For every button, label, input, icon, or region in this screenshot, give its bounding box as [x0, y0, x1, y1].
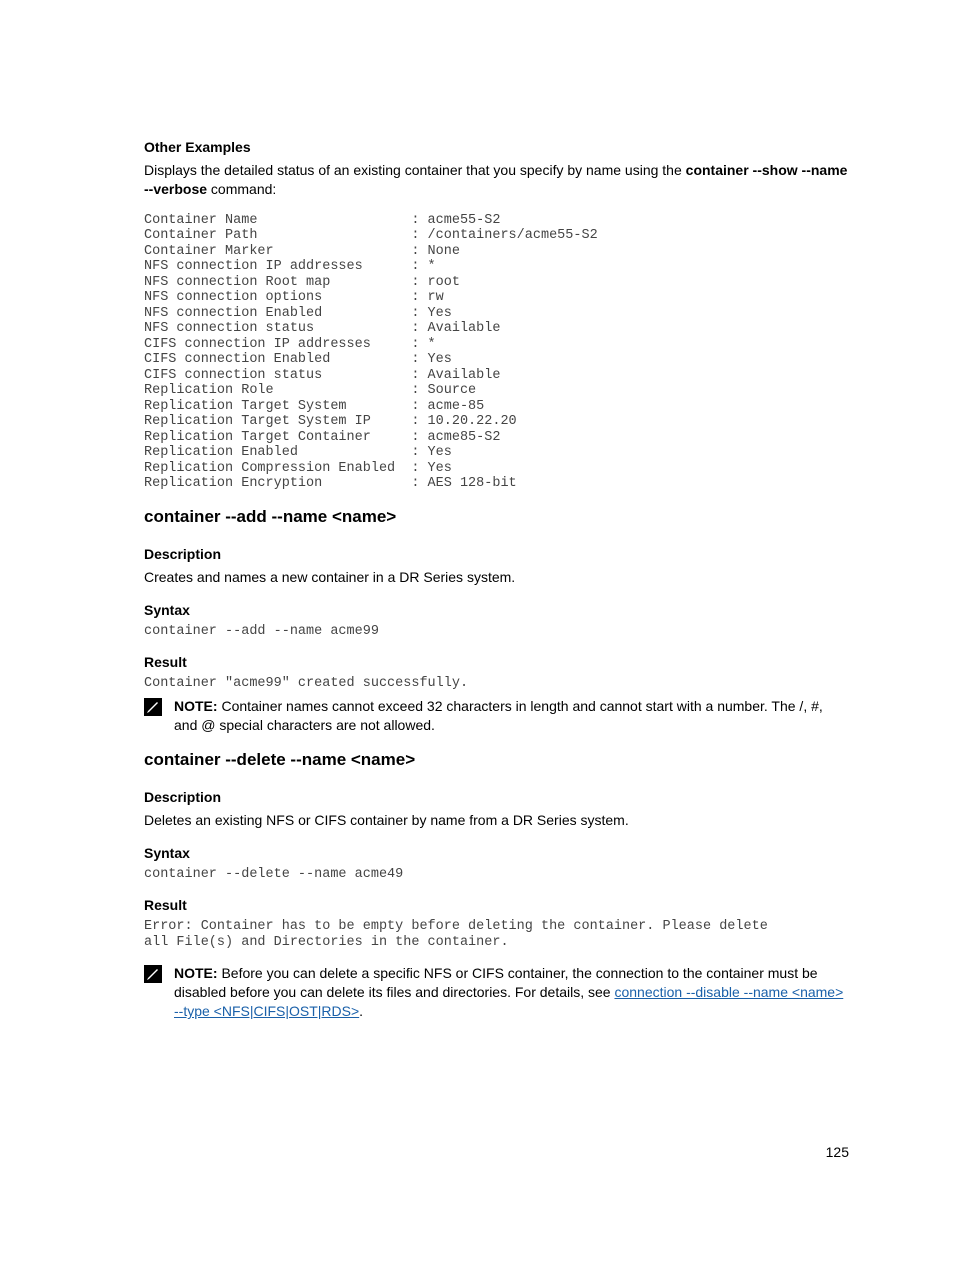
- page: Other Examples Displays the detailed sta…: [0, 0, 954, 1268]
- page-number: 125: [826, 1143, 849, 1162]
- container-add-description-heading: Description: [144, 545, 849, 564]
- container-add-note-body: Container names cannot exceed 32 charact…: [174, 698, 823, 733]
- container-add-heading: container --add --name <name>: [144, 506, 849, 529]
- container-add-description-body: Creates and names a new container in a D…: [144, 568, 849, 587]
- container-delete-result-code: Error: Container has to be empty before …: [144, 919, 849, 950]
- container-add-result-code: Container "acme99" created successfully.: [144, 676, 849, 692]
- container-delete-note-post: .: [359, 1003, 363, 1019]
- container-delete-description-heading: Description: [144, 788, 849, 807]
- container-delete-note: NOTE: Before you can delete a specific N…: [144, 964, 849, 1021]
- other-examples-intro-post: command:: [207, 181, 276, 197]
- note-icon: [144, 698, 162, 716]
- container-delete-note-label: NOTE:: [174, 965, 221, 981]
- container-add-note-text: NOTE: Container names cannot exceed 32 c…: [174, 697, 849, 735]
- other-examples-intro: Displays the detailed status of an exist…: [144, 161, 849, 199]
- container-delete-note-text: NOTE: Before you can delete a specific N…: [174, 964, 849, 1021]
- container-add-note-label: NOTE:: [174, 698, 221, 714]
- note-icon: [144, 965, 162, 983]
- container-add-syntax-heading: Syntax: [144, 601, 849, 620]
- container-delete-heading: container --delete --name <name>: [144, 749, 849, 772]
- container-delete-syntax-heading: Syntax: [144, 844, 849, 863]
- container-delete-syntax-code: container --delete --name acme49: [144, 867, 849, 883]
- container-add-syntax-code: container --add --name acme99: [144, 624, 849, 640]
- container-add-note: NOTE: Container names cannot exceed 32 c…: [144, 697, 849, 735]
- other-examples-intro-pre: Displays the detailed status of an exist…: [144, 162, 686, 178]
- other-examples-heading: Other Examples: [144, 138, 849, 157]
- container-delete-result-heading: Result: [144, 896, 849, 915]
- container-add-result-heading: Result: [144, 653, 849, 672]
- container-delete-description-body: Deletes an existing NFS or CIFS containe…: [144, 811, 849, 830]
- other-examples-listing: Container Name : acme55-S2 Container Pat…: [144, 213, 849, 492]
